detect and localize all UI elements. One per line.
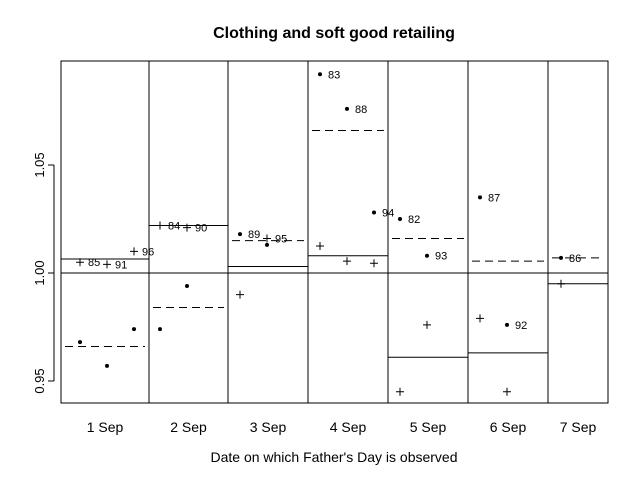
plus-point [370,259,378,268]
dot-point [505,322,509,327]
plus-point [557,279,565,288]
plus-point [263,234,271,243]
x-axis-label: Date on which Father's Day is observed [210,449,457,465]
dot-point [238,232,242,237]
point-year-label: 96 [142,246,154,258]
dot-point [105,363,109,368]
point-year-label: 86 [569,253,581,265]
point-year-label: 87 [488,192,500,204]
dot-point [425,253,429,258]
plot-area: 0.95 1.00 1.05 1 Sep 85 91 96 2 Sep 84 90 3 Sep 89 9… [32,60,609,435]
dot-point [132,327,136,332]
point-year-label: 82 [408,214,420,226]
y-tick-label: 0.95 [32,368,47,393]
point-year-label: 91 [115,259,127,271]
x-tick-label: 6 Sep [490,419,527,435]
y-tick-label: 1.05 [32,152,47,177]
plus-point [156,221,164,230]
point-year-label: 88 [355,104,367,116]
plot-frame [60,60,609,404]
dot-point [372,210,376,215]
plus-point [503,387,511,396]
point-year-label: 93 [435,251,447,263]
x-tick-label: 3 Sep [250,419,287,435]
plus-point [343,257,351,266]
dot-point [478,195,482,200]
point-year-label: 95 [275,233,287,245]
plus-point [76,258,84,267]
plus-point [423,320,431,329]
point-year-label: 90 [195,223,207,235]
dot-point [318,72,322,77]
plus-point [316,242,324,250]
dot-point [559,255,563,260]
point-year-label: 84 [168,220,180,232]
dot-point [185,283,189,288]
plus-point [130,247,138,256]
point-year-label: 89 [248,229,260,241]
dot-point [265,242,269,247]
x-tick-label: 5 Sep [410,419,447,435]
dot-point [398,217,402,221]
point-year-label: 85 [88,257,100,269]
point-year-label: 83 [328,69,340,81]
plus-point [236,290,244,299]
dot-point [345,106,349,111]
x-tick-label: 1 Sep [87,419,124,435]
point-year-label: 92 [515,320,527,332]
x-tick-label: 4 Sep [330,419,367,435]
x-tick-label: 2 Sep [170,419,207,435]
chart-title: Clothing and soft good retailing [213,25,455,42]
plus-point [396,387,404,396]
plus-point [476,314,484,323]
dot-point [78,340,82,345]
x-tick-label: 7 Sep [560,419,597,435]
plus-point [103,260,111,269]
y-tick-label: 1.00 [32,260,47,285]
dot-point [158,327,162,332]
plus-point [183,223,191,232]
